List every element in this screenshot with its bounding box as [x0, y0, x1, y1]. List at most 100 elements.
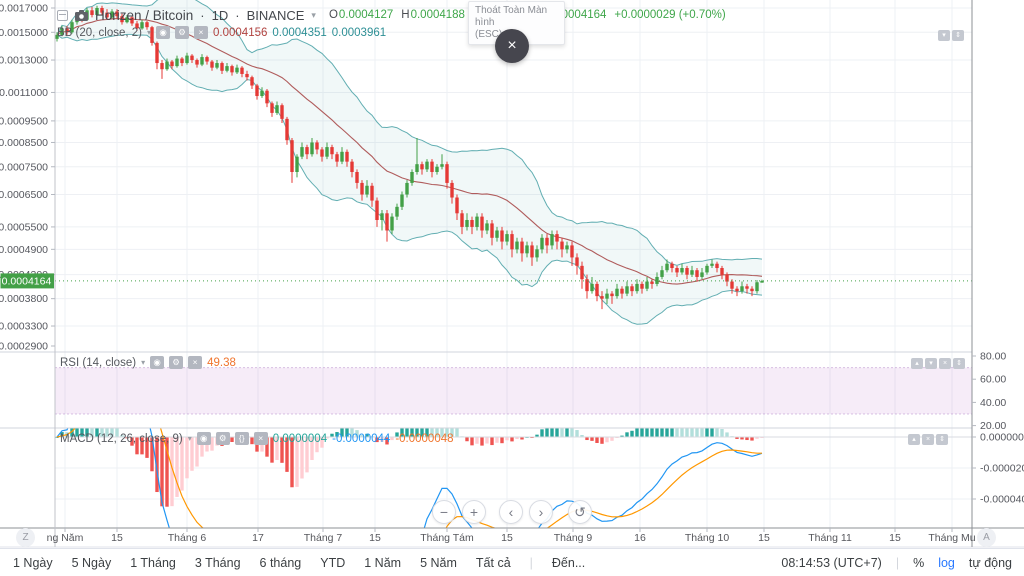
candle-body — [300, 147, 304, 157]
chevron-down-icon[interactable]: ▾ — [187, 434, 192, 443]
macd-hist-bar — [150, 437, 154, 472]
candle-body — [120, 16, 124, 23]
range-tat-ca[interactable]: Tất cả — [475, 555, 511, 570]
symbol-name[interactable]: Horizen / Bitcoin — [95, 7, 194, 23]
pane-close-button[interactable]: × — [939, 358, 951, 369]
range-6-thang[interactable]: 6 tháng — [259, 555, 302, 570]
candle-body — [695, 270, 699, 277]
range-1-nam[interactable]: 1 Năm — [364, 555, 402, 570]
eye-icon[interactable]: ◉ — [156, 26, 171, 39]
macd-hist-bar — [135, 437, 139, 455]
macd-hist-bar — [725, 432, 729, 437]
goto-date-button[interactable]: Đến... — [551, 555, 586, 570]
macd-hist-bar — [175, 437, 179, 497]
macd-hist-bar — [80, 428, 84, 437]
macd-hist-bar — [635, 428, 639, 437]
gear-icon[interactable]: ⚙ — [215, 432, 230, 445]
macd-line — [56, 428, 763, 528]
candle-body — [440, 164, 444, 167]
eye-icon[interactable]: ◉ — [150, 356, 165, 369]
close-icon[interactable]: × — [253, 432, 268, 445]
chevron-down-icon[interactable]: ▾ — [141, 358, 146, 367]
macd-hist-bar — [105, 428, 109, 437]
auto-scale-button[interactable]: A — [977, 528, 996, 547]
range-5-ngay[interactable]: 5 Ngày — [71, 555, 112, 570]
macd-axis-label: -0.0000200 — [980, 463, 1024, 475]
eye-icon[interactable]: ◉ — [196, 432, 211, 445]
gear-icon[interactable]: ⚙ — [175, 26, 190, 39]
macd-hist-bar — [580, 434, 584, 437]
reset-chart-button[interactable]: ↺ — [568, 500, 592, 524]
zoom-in-button[interactable]: + — [462, 500, 486, 524]
macd-hist-bar — [440, 428, 444, 437]
macd-hist-bar — [130, 437, 134, 446]
macd-hist-bar — [320, 437, 324, 448]
macd-hist-bar — [160, 437, 164, 507]
macd-hist-bar — [365, 433, 369, 437]
chart-canvas[interactable]: 0.0017000 0.0015000 0.0013000 0.0011000 0.00… — [0, 0, 1024, 548]
bb-label[interactable]: BB (20, close, 2) — [57, 26, 143, 39]
pane-move-down-button[interactable]: ▾ — [938, 30, 950, 41]
interval-value[interactable]: 1D — [211, 7, 229, 23]
pane-maximize-button[interactable]: ⇕ — [936, 434, 948, 445]
candle-body — [740, 286, 744, 292]
close-icon[interactable]: × — [194, 26, 209, 39]
scroll-right-button[interactable]: › — [529, 500, 553, 524]
range-1-ngay[interactable]: 1 Ngày — [13, 555, 53, 570]
chevron-down-icon[interactable]: ▾ — [147, 28, 152, 37]
macd-hist-bar — [185, 437, 189, 479]
close-icon[interactable]: × — [188, 356, 203, 369]
macd-hist-bar — [75, 428, 79, 437]
percent-scale-button[interactable]: % — [913, 555, 925, 570]
pane-maximize-button[interactable]: ⇕ — [952, 30, 964, 41]
candle-body — [710, 263, 714, 266]
candle-body — [720, 268, 724, 275]
candle-body — [525, 245, 529, 254]
pane-close-button[interactable]: × — [922, 434, 934, 445]
range-1-thang[interactable]: 1 Tháng — [130, 555, 176, 570]
rsi-label[interactable]: RSI (14, close) — [60, 356, 137, 369]
macd-label[interactable]: MACD (12, 26, close, 9) — [60, 432, 183, 445]
range-5-nam[interactable]: 5 Năm — [420, 555, 457, 570]
pane-maximize-button[interactable]: ⇕ — [953, 358, 965, 369]
auto-scale-text-button[interactable]: tự động — [968, 555, 1012, 570]
rsi-legend: RSI (14, close) ▾ ◉ ⚙ × 49.38 — [60, 355, 236, 370]
gear-icon[interactable]: ⚙ — [169, 356, 184, 369]
time-axis-label: Tháng 7 — [304, 532, 343, 544]
price-axis-label: 0.0013000 — [0, 55, 48, 67]
pane-move-up-button[interactable]: ▴ — [911, 358, 923, 369]
scroll-left-button[interactable]: ‹ — [499, 500, 523, 524]
macd-hist-bar — [620, 435, 624, 437]
candle-body — [355, 171, 359, 183]
camera-icon[interactable] — [75, 9, 88, 21]
candle-body — [175, 58, 179, 67]
candle-body — [595, 283, 599, 297]
macd-hist-bar — [745, 437, 749, 441]
log-scale-button[interactable]: log — [938, 555, 955, 570]
zoom-out-button[interactable]: − — [432, 500, 456, 524]
exchange-name[interactable]: BINANCE — [246, 7, 305, 23]
close-fullscreen-button[interactable]: × — [495, 29, 529, 63]
macd-hist-bar — [325, 437, 329, 439]
macd-legend: MACD (12, 26, close, 9) ▾ ◉ ⚙ {} × 0.000… — [60, 431, 454, 446]
candle-body — [605, 293, 609, 299]
timezone-button[interactable]: Z — [16, 528, 35, 547]
range-ytd[interactable]: YTD — [320, 555, 346, 570]
candle-body — [150, 27, 154, 43]
pane-move-down-button[interactable]: ▾ — [925, 358, 937, 369]
macd-hist-bar — [85, 428, 89, 437]
candle-body — [745, 286, 749, 289]
clock-utc[interactable]: 08:14:53 (UTC+7) — [781, 555, 882, 570]
bb-basis-value: 0.0004156 — [213, 26, 268, 39]
candle-body — [400, 194, 404, 207]
braces-icon[interactable]: {} — [234, 432, 249, 445]
pane-move-up-button[interactable]: ▴ — [908, 434, 920, 445]
tooltip-line1: Thoát Toàn Màn hình — [475, 5, 548, 28]
compare-icon[interactable] — [57, 9, 68, 21]
range-3-thang[interactable]: 3 Tháng — [194, 555, 241, 570]
chevron-down-icon[interactable]: ▾ — [311, 9, 316, 20]
time-axis-label: Tháng 11 — [808, 532, 852, 544]
ohlc-values: O0.0004127 H0.0004188 L0.0004127 C0.0004… — [329, 9, 726, 21]
candle-body — [445, 164, 449, 183]
macd-hist-bar — [420, 428, 424, 437]
